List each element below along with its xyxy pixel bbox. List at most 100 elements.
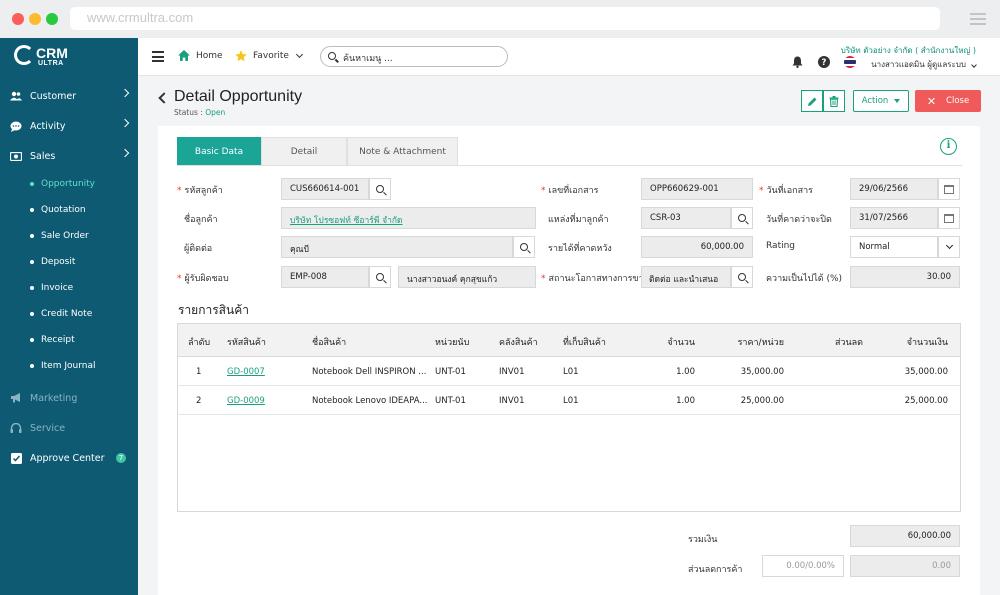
col-header-seq: ลำดับ <box>188 338 211 348</box>
help-icon[interactable]: ? <box>818 56 830 68</box>
owner-code-field[interactable]: EMP-008 <box>281 266 369 288</box>
sidebar-sub-label: Item Journal <box>41 361 96 371</box>
col-header-unit: หน่วยนับ <box>435 338 470 348</box>
delete-button[interactable] <box>823 90 845 112</box>
browser-menu-icon[interactable] <box>970 13 986 28</box>
table-row[interactable]: 1 GD-0007 Notebook Dell INSPIRON ... UNT… <box>178 357 960 386</box>
sidebar-sub-label: Quotation <box>41 205 86 215</box>
sidebar-sub-sale-order[interactable]: Sale Order <box>0 223 138 249</box>
sidebar-item-activity[interactable]: Activity <box>0 111 138 141</box>
sidebar-item-service[interactable]: Service <box>0 413 138 443</box>
sidebar-item-marketing[interactable]: Marketing <box>0 383 138 413</box>
sidebar-sub-quotation[interactable]: Quotation <box>0 197 138 223</box>
cell-seq: 1 <box>196 367 202 377</box>
owner-search-button[interactable] <box>369 266 391 288</box>
col-header-amount: จำนวนเงิน <box>906 338 948 348</box>
money-icon <box>10 150 22 162</box>
tab-detail[interactable]: Detail <box>261 137 347 165</box>
detail-card: Basic Data Detail Note & Attachment i * ร… <box>158 126 980 595</box>
contact-field[interactable]: คุณบี <box>281 236 513 258</box>
thai-flag-icon[interactable] <box>844 56 856 68</box>
close-icon: ✕ <box>926 94 937 108</box>
close-window-dot[interactable] <box>12 13 24 25</box>
status-line: Status : Open <box>174 108 225 117</box>
minimize-window-dot[interactable] <box>29 13 41 25</box>
sidebar-item-label: Sales <box>30 150 56 162</box>
customer-search-button[interactable] <box>369 178 391 200</box>
table-header: ลำดับ รหัสสินค้า ชื่อสินค้า หน่วยนับ คลั… <box>178 324 960 357</box>
cell-product-name: Notebook Dell INSPIRON ... <box>312 367 427 377</box>
sidebar-item-customer[interactable]: Customer <box>0 81 138 111</box>
calendar-icon <box>944 184 954 194</box>
sidebar-sub-opportunity[interactable]: Opportunity <box>0 171 138 197</box>
bullet-icon <box>30 312 34 316</box>
close-date-field[interactable]: 31/07/2566 <box>850 207 938 229</box>
tab-note-attachment[interactable]: Note & Attachment <box>347 137 458 165</box>
expected-revenue-field: 60,000.00 <box>641 236 753 258</box>
favorite-dropdown[interactable]: Favorite <box>235 50 304 62</box>
sidebar-sub-deposit[interactable]: Deposit <box>0 249 138 275</box>
user-menu[interactable]: นางสาวแอดมิน ผู้ดูแลระบบ <box>871 58 977 71</box>
maximize-window-dot[interactable] <box>46 13 58 25</box>
sidebar-item-approve-center[interactable]: Approve Center 7 <box>0 443 138 473</box>
customer-name-link[interactable]: บริษัท โปรซอฟท์ ซีอาร์พี จำกัด <box>281 207 536 229</box>
menu-toggle-icon[interactable] <box>152 51 164 65</box>
cell-amount: 35,000.00 <box>904 367 948 377</box>
source-search-button[interactable] <box>731 207 753 229</box>
probability-field[interactable]: 30.00 <box>850 266 960 288</box>
cell-seq: 2 <box>196 396 202 406</box>
stage-search-button[interactable] <box>731 266 753 288</box>
doc-date-field[interactable]: 29/06/2566 <box>850 178 938 200</box>
sidebar-sub-invoice[interactable]: Invoice <box>0 275 138 301</box>
browser-toolbar: www.crmultra.com <box>0 0 1000 38</box>
doc-date-picker-button[interactable] <box>938 178 960 200</box>
company-name[interactable]: บริษัท ตัวอย่าง จำกัด ( สำนักงานใหญ่ ) <box>840 46 976 55</box>
contact-search-button[interactable] <box>513 236 535 258</box>
cell-product-code-link[interactable]: GD-0007 <box>227 367 265 377</box>
megaphone-icon <box>10 392 22 404</box>
sidebar-item-sales[interactable]: Sales <box>0 141 138 171</box>
source-field[interactable]: CSR-03 <box>641 207 731 229</box>
search-placeholder: ค้นหาเมนู ... <box>343 54 393 64</box>
menu-search-input[interactable]: ค้นหาเมนู ... <box>320 46 508 67</box>
tab-basic-data[interactable]: Basic Data <box>177 137 261 165</box>
rating-select[interactable]: Normal <box>850 236 938 258</box>
table-row[interactable]: 2 GD-0009 Notebook Lenovo IDEAPA... UNT-… <box>178 386 960 415</box>
close-button[interactable]: ✕ Close <box>915 90 981 112</box>
rating-label: Rating <box>766 241 796 251</box>
sidebar-sub-label: Credit Note <box>41 309 93 319</box>
chat-icon <box>10 120 22 132</box>
stage-field[interactable]: ติดต่อ และนำเสนอ <box>641 266 731 288</box>
users-icon <box>10 90 22 102</box>
address-bar[interactable]: www.crmultra.com <box>70 7 940 30</box>
headset-icon <box>10 422 22 434</box>
sidebar-item-label: Marketing <box>30 392 78 404</box>
top-bar: Home Favorite ค้นหาเมนู ... ? บริษัท ตัว… <box>138 38 1000 76</box>
doc-date-label: * วันที่เอกสาร <box>759 186 813 196</box>
back-arrow-icon[interactable] <box>158 92 170 104</box>
sidebar-sub-label: Invoice <box>41 283 74 293</box>
edit-button[interactable] <box>801 90 823 112</box>
action-dropdown-button[interactable]: Action <box>853 90 909 112</box>
rating-dropdown-button[interactable] <box>938 236 960 258</box>
search-icon <box>376 185 384 193</box>
sidebar-sub-item-journal[interactable]: Item Journal <box>0 353 138 379</box>
cell-qty: 1.00 <box>676 367 695 377</box>
sidebar-sub-credit-note[interactable]: Credit Note <box>0 301 138 327</box>
bell-icon[interactable] <box>792 56 803 68</box>
chevron-down-icon <box>295 50 304 59</box>
doc-no-field: OPP660629-001 <box>641 178 753 200</box>
probability-label: ความเป็นไปได้ (%) <box>766 274 843 284</box>
customer-code-field[interactable]: CUS660614-001 <box>281 178 369 200</box>
cell-unit: UNT-01 <box>435 396 466 406</box>
chevron-right-icon <box>120 88 130 98</box>
owner-label: * ผู้รับผิดชอบ <box>177 274 229 284</box>
trade-discount-input[interactable]: 0.00/0.00% <box>762 555 844 577</box>
home-link[interactable]: Home <box>178 50 223 61</box>
cell-product-code-link[interactable]: GD-0009 <box>227 396 265 406</box>
search-icon <box>738 273 746 281</box>
close-date-picker-button[interactable] <box>938 207 960 229</box>
sidebar-sub-receipt[interactable]: Receipt <box>0 327 138 353</box>
info-icon[interactable]: i <box>940 138 957 155</box>
sidebar-sub-label: Sale Order <box>41 231 89 241</box>
